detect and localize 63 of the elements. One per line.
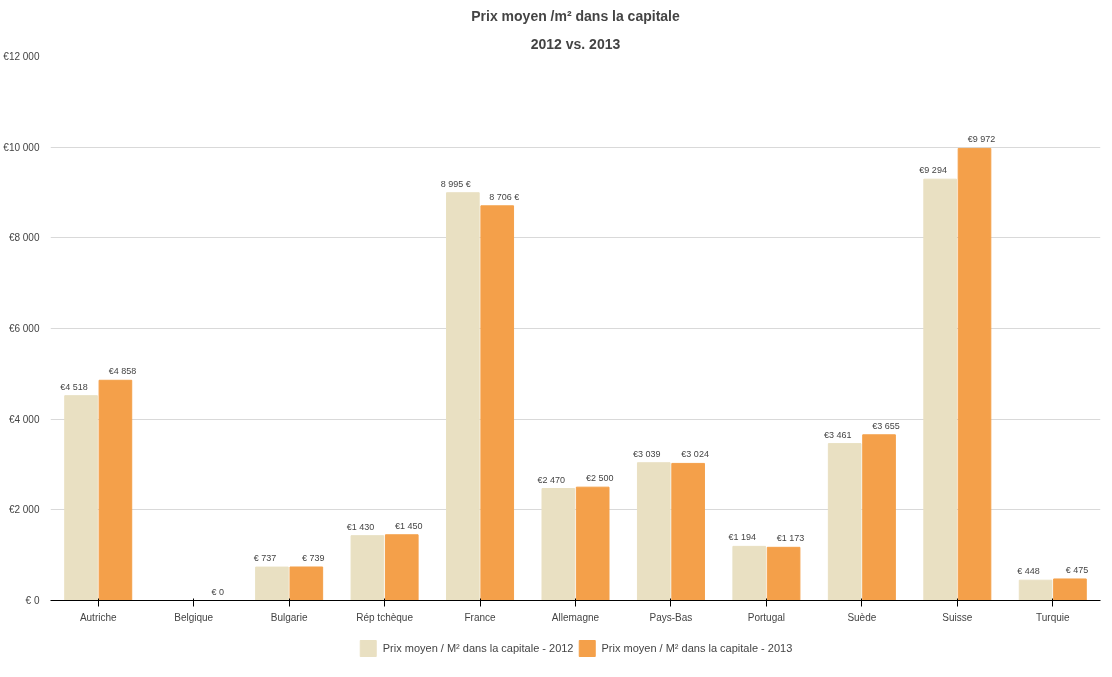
bar: [671, 462, 705, 601]
data-label: €1 173: [776, 533, 805, 544]
legend-label: Prix moyen / M² dans la capitale - 2012: [382, 641, 574, 654]
x-tick-label: Belgique: [174, 611, 214, 623]
x-tick-label: Pays-Bas: [649, 611, 693, 623]
x-tick-label: Suisse: [942, 611, 973, 623]
x-tick-label: Turquie: [1036, 611, 1070, 623]
y-tick-label: €10 000: [3, 141, 40, 153]
data-label: €2 470: [537, 474, 566, 485]
bar: [64, 395, 98, 601]
bar: [1018, 579, 1053, 601]
bar: [766, 546, 801, 601]
data-label: € 0: [211, 586, 225, 597]
bar: [827, 443, 862, 601]
legend-label: Prix moyen / M² dans la capitale - 2013: [601, 641, 793, 654]
x-tick-label: Portugal: [747, 611, 786, 623]
y-tick-label: €8 000: [8, 232, 40, 244]
x-tick-label: Allemagne: [551, 611, 600, 623]
data-label: € 737: [253, 553, 277, 564]
y-tick-label: €4 000: [8, 413, 40, 425]
bar: [732, 545, 767, 601]
data-label: €9 294: [919, 165, 947, 176]
chart-subtitle: 2012 vs. 2013: [530, 35, 621, 52]
data-label: €3 024: [681, 449, 709, 460]
data-label: € 739: [302, 553, 325, 563]
bar: [289, 566, 324, 601]
x-tick-label: Rép tchèque: [356, 611, 414, 623]
y-tick-label: € 0: [25, 595, 40, 606]
bar: [923, 178, 957, 601]
bar: [384, 534, 419, 601]
data-label: €4 518: [60, 381, 88, 392]
data-label: €2 500: [585, 473, 614, 484]
bar: [255, 566, 289, 601]
bar: [636, 462, 671, 601]
data-label: 8 706 €: [489, 191, 520, 202]
x-tick-label: Autriche: [79, 611, 118, 623]
bar: [480, 205, 515, 601]
data-label: € 475: [1065, 564, 1089, 575]
data-label: €3 655: [872, 420, 900, 431]
y-tick-label: €6 000: [8, 323, 40, 334]
bar: [957, 147, 992, 601]
bar: [541, 488, 576, 601]
data-label: €3 461: [823, 429, 852, 440]
data-label: €3 039: [633, 448, 661, 459]
bar: [1053, 578, 1087, 601]
data-label: €9 972: [967, 134, 996, 145]
data-label: 8 995 €: [440, 178, 471, 189]
x-tick-label: France: [464, 611, 497, 623]
data-label: €1 430: [346, 521, 375, 532]
data-label: € 448: [1017, 566, 1040, 577]
bar: [98, 379, 133, 601]
bar: [575, 486, 610, 601]
data-label: €4 858: [108, 366, 137, 377]
bar: [350, 535, 385, 601]
bar: [862, 434, 896, 601]
y-tick-label: €12 000: [3, 51, 40, 62]
bar: [446, 192, 480, 601]
y-tick-label: €2 000: [8, 504, 40, 516]
data-label: €1 450: [395, 520, 423, 531]
x-tick-label: Suède: [847, 611, 877, 623]
chart-title: Prix moyen /m² dans la capitale: [471, 7, 680, 24]
x-tick-label: Bulgarie: [270, 611, 308, 623]
data-label: €1 194: [728, 532, 756, 543]
